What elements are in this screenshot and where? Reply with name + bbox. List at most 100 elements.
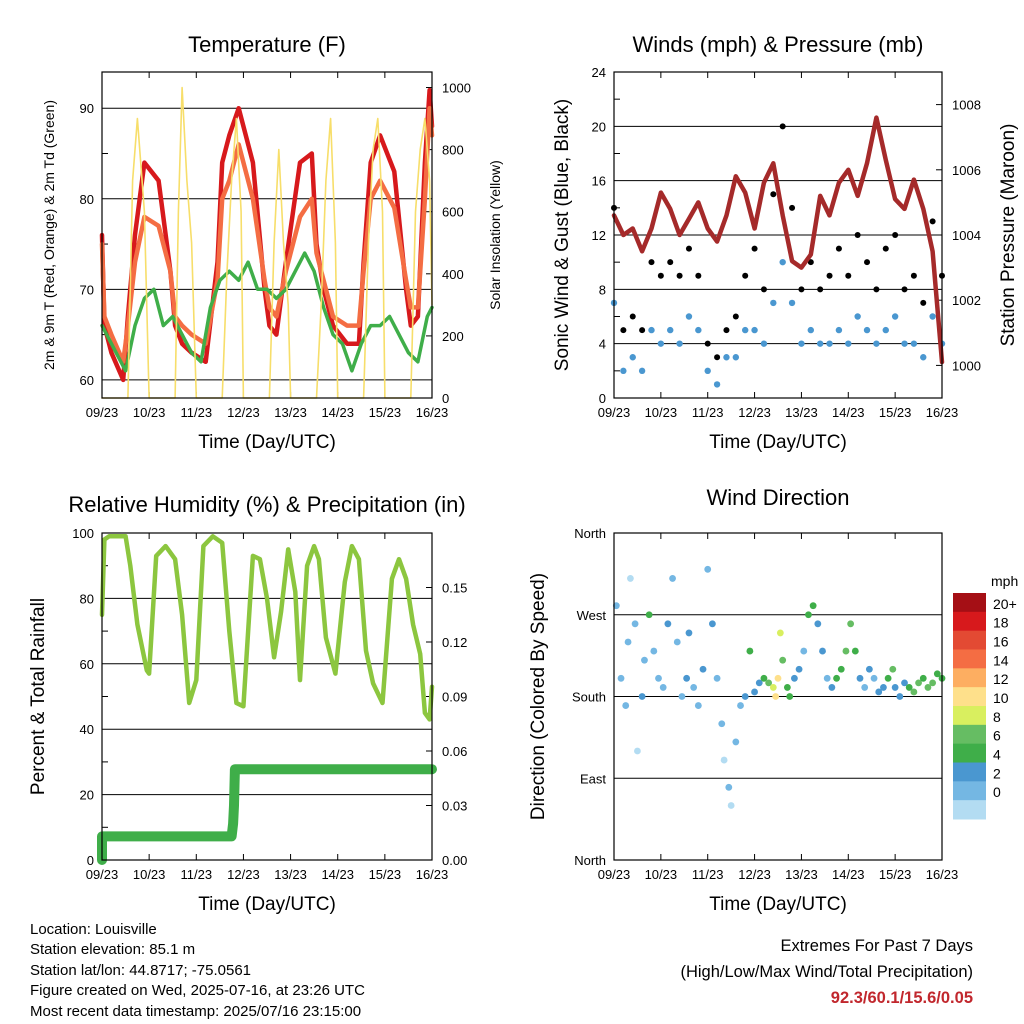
gust-point: [667, 259, 674, 266]
y-tick-label: 20: [80, 788, 94, 803]
y-axis-label: 2m & 9m T (Red, Orange) & 2m Td (Green): [41, 100, 57, 370]
chart-title: Relative Humidity (%) & Precipitation (i…: [68, 492, 465, 517]
colorbar-swatch: [953, 649, 986, 669]
wind-direction-point: [800, 647, 808, 655]
x-axis-label: Time (Day/UTC): [198, 894, 336, 915]
wind-direction-point: [664, 620, 672, 628]
x-tick-label: 14/23: [832, 405, 865, 420]
sonic-wind-point: [929, 313, 936, 320]
panel-border-0: [101, 71, 433, 399]
sonic-wind-point: [732, 354, 740, 361]
y-tick-label: 16: [592, 174, 606, 189]
y-tick-label: West: [577, 608, 607, 623]
wind-direction-point: [776, 629, 784, 637]
gust-point: [742, 272, 749, 279]
panel-1: Winds (mph) & Pressure (mb) 09/23 10/23 11/…: [552, 32, 1019, 453]
chart-title: Temperature (F): [188, 32, 346, 57]
created-text: Figure created on Wed, 2025-07-16, at 23…: [30, 982, 365, 1000]
y2-tick-label: 0.15: [442, 581, 467, 596]
colorbar-swatch: [953, 706, 986, 726]
wind-direction-point: [769, 684, 777, 691]
colorbar-label: 2: [993, 765, 1001, 781]
y-tick-label: 4: [599, 337, 606, 352]
wind-direction-point: [779, 656, 787, 664]
chart-title: Winds (mph) & Pressure (mb): [633, 32, 924, 57]
colorbar-label: 6: [993, 728, 1001, 744]
sonic-wind-point: [882, 326, 889, 334]
y-tick-label: 60: [80, 657, 94, 672]
y-axis-label: Direction (Colored By Speed): [528, 573, 549, 820]
gust-point: [629, 313, 636, 320]
x-tick-label: 12/23: [738, 867, 771, 882]
gust-point: [882, 245, 889, 252]
series-2m-t: [99, 87, 435, 383]
gust-point: [892, 232, 899, 238]
y-tick-label: North: [574, 853, 606, 868]
sonic-wind-point: [695, 326, 702, 334]
wind-direction-point: [617, 674, 625, 682]
chart-title: Wind Direction: [706, 485, 849, 510]
y-tick-label: 24: [592, 65, 606, 80]
sonic-wind-point: [704, 367, 711, 375]
wind-direction-point: [741, 693, 749, 700]
gust-point: [751, 245, 758, 252]
sonic-wind-point: [760, 340, 768, 347]
wind-direction-point: [929, 679, 937, 687]
x-tick-label: 15/23: [879, 867, 912, 882]
x-tick-label: 09/23: [86, 867, 119, 882]
station-info: Location: Louisville Station elevation: …: [30, 920, 365, 1022]
wind-direction-point: [861, 684, 869, 691]
gust-point: [910, 272, 917, 279]
gust-point: [864, 259, 871, 266]
y2-axis-label: Solar Insolation (Yellow): [487, 160, 503, 310]
y2-tick-label: 1008: [952, 98, 981, 113]
y-tick-label: 0: [599, 391, 606, 406]
gust-point: [929, 218, 936, 225]
wind-direction-point: [751, 688, 758, 696]
sonic-wind-point: [788, 299, 796, 307]
sonic-wind-point: [770, 299, 777, 307]
wind-direction-point: [865, 665, 873, 673]
sonic-wind-point: [873, 340, 880, 347]
location-text: Location: Louisville: [30, 921, 157, 938]
colorbar-label: 14: [993, 652, 1009, 668]
wind-direction-point: [786, 693, 794, 700]
y2-tick-label: 1006: [952, 163, 981, 178]
x-axis-label: Time (Day/UTC): [198, 432, 336, 453]
x-tick-label: 16/23: [926, 867, 959, 882]
wind-direction-point: [627, 575, 634, 582]
gust-point: [723, 327, 730, 334]
recent-text: Most recent data timestamp: 2025/07/16 2…: [30, 1002, 362, 1020]
panel-2: Relative Humidity (%) & Precipitation (i…: [28, 492, 467, 915]
colorbar-label: 12: [993, 671, 1009, 687]
sonic-wind-point: [779, 258, 786, 266]
y2-tick-label: 0: [442, 391, 449, 406]
y-tick-label: 90: [80, 101, 94, 116]
colorbar-swatch: [953, 800, 986, 820]
panel-border-1: [613, 71, 943, 399]
gust-point: [657, 272, 664, 279]
colorbar-label: 8: [993, 709, 1001, 725]
gust-point: [835, 245, 842, 252]
wind-direction-point: [737, 702, 744, 709]
colorbar-label: 4: [993, 747, 1001, 763]
x-tick-label: 13/23: [274, 867, 307, 882]
wind-direction-point: [655, 674, 662, 682]
x-tick-label: 09/23: [598, 405, 631, 420]
wind-direction-point: [884, 674, 892, 682]
wind-direction-point: [645, 611, 653, 619]
y-tick-label: 60: [80, 373, 94, 388]
extremes-title: Extremes For Past 7 Days: [780, 937, 973, 955]
wind-direction-point: [791, 674, 798, 682]
wind-direction-point: [833, 674, 840, 682]
sonic-wind-point: [657, 340, 665, 347]
extremes-box: Extremes For Past 7 Days (High/Low/Max W…: [680, 933, 973, 1011]
sonic-wind-point: [845, 340, 852, 347]
extremes-subtitle: (High/Low/Max Wind/Total Precipitation): [680, 963, 973, 981]
panel-border-3: [613, 532, 943, 861]
y-tick-label: 8: [599, 282, 606, 297]
y-tick-label: 40: [80, 722, 94, 737]
y2-tick-label: 1000: [442, 81, 471, 96]
wind-direction-point: [746, 647, 754, 655]
panel-3: Wind Direction 09/23 10/23 11/23 12/23 13/23 1…: [528, 485, 958, 915]
